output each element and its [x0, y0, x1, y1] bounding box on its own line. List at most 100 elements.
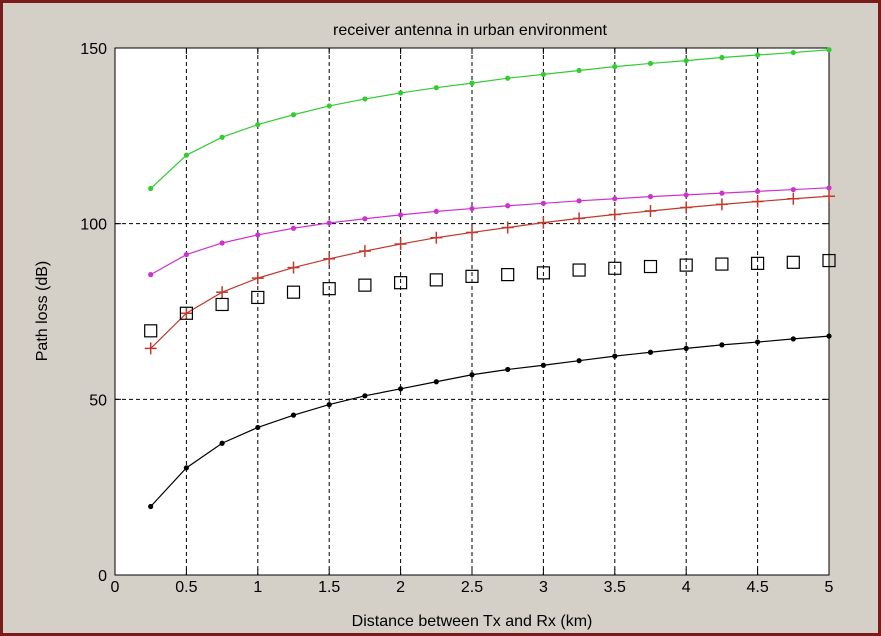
- data-point: [612, 64, 618, 70]
- x-tick-label: 1.5: [318, 579, 340, 596]
- data-point: [719, 54, 725, 61]
- data-point: [755, 188, 761, 194]
- data-point: [790, 49, 796, 56]
- data-point: [505, 203, 511, 209]
- data-point: [433, 379, 439, 385]
- x-tick-label: 2: [396, 579, 405, 596]
- data-point: [466, 226, 478, 239]
- data-point: [433, 208, 439, 214]
- data-point: [286, 285, 301, 299]
- data-point: [572, 263, 586, 277]
- data-point: [505, 366, 511, 373]
- data-series: [144, 47, 836, 510]
- y-tick-label: 150: [80, 41, 107, 58]
- data-point: [647, 60, 654, 67]
- x-tick-label: 4: [682, 579, 691, 596]
- data-point: [612, 196, 618, 202]
- data-point: [358, 278, 372, 292]
- x-tick-label: 3.5: [604, 579, 626, 596]
- data-point: [719, 342, 725, 348]
- series-2: [148, 185, 832, 278]
- data-point: [683, 345, 689, 351]
- data-point: [290, 112, 297, 118]
- data-point: [680, 201, 693, 214]
- data-point: [255, 121, 261, 128]
- series-line: [150, 49, 830, 189]
- data-point: [148, 185, 154, 192]
- data-point: [290, 412, 297, 418]
- data-point: [750, 256, 765, 270]
- data-point: [469, 372, 475, 378]
- data-point: [826, 333, 832, 339]
- data-point: [255, 424, 261, 431]
- x-tick-label: 0: [111, 579, 120, 596]
- data-point: [362, 393, 368, 399]
- data-point: [469, 205, 475, 212]
- data-point: [251, 272, 264, 285]
- x-axis-title: Distance between Tx and Rx (km): [352, 613, 593, 630]
- series-1: [148, 47, 832, 192]
- chart-title: receiver antenna in urban environment: [333, 22, 608, 39]
- data-point: [715, 257, 729, 271]
- data-point: [644, 205, 657, 218]
- data-point: [429, 273, 443, 287]
- data-point: [643, 259, 658, 274]
- data-point: [576, 358, 582, 364]
- data-point: [219, 240, 225, 246]
- data-point: [612, 353, 618, 359]
- series-3: [144, 190, 835, 355]
- x-tick-label: 3: [539, 579, 548, 596]
- data-point: [608, 261, 622, 275]
- data-point: [183, 152, 189, 158]
- data-point: [573, 212, 586, 225]
- series-4: [144, 253, 836, 338]
- data-point: [719, 190, 725, 196]
- data-point: [755, 52, 761, 58]
- grid-lines: [115, 48, 829, 575]
- data-point: [322, 282, 336, 296]
- data-point: [647, 349, 654, 355]
- data-point: [398, 212, 404, 218]
- data-point: [826, 185, 832, 191]
- data-point: [290, 225, 297, 231]
- data-point: [219, 440, 225, 446]
- series-line: [150, 187, 830, 276]
- data-point: [576, 198, 582, 204]
- data-point: [215, 297, 229, 312]
- data-point: [216, 286, 229, 299]
- data-point: [148, 503, 154, 510]
- data-point: [540, 71, 547, 77]
- data-point: [362, 216, 368, 222]
- data-point: [608, 208, 621, 221]
- data-point: [398, 90, 404, 96]
- data-point: [180, 307, 193, 320]
- data-point: [683, 192, 689, 198]
- data-point: [326, 402, 332, 408]
- data-point: [326, 220, 332, 226]
- x-tick-label: 5: [825, 579, 834, 596]
- data-point: [505, 75, 511, 81]
- data-point: [398, 386, 404, 392]
- series-line: [150, 335, 830, 507]
- data-point: [540, 200, 547, 206]
- data-point: [540, 362, 547, 368]
- data-point: [394, 238, 407, 251]
- data-point: [537, 216, 550, 229]
- data-point: [430, 231, 443, 244]
- data-point: [536, 266, 551, 280]
- data-point: [787, 192, 800, 205]
- data-point: [219, 134, 225, 140]
- data-point: [183, 465, 189, 471]
- y-tick-label: 50: [89, 392, 107, 409]
- data-point: [323, 252, 336, 265]
- data-point: [144, 324, 158, 338]
- data-point: [148, 272, 154, 278]
- data-point: [790, 186, 796, 193]
- data-point: [790, 336, 796, 342]
- data-point: [251, 290, 265, 305]
- data-point: [823, 190, 835, 203]
- x-tick-label: 1: [253, 579, 262, 596]
- data-point: [826, 47, 832, 53]
